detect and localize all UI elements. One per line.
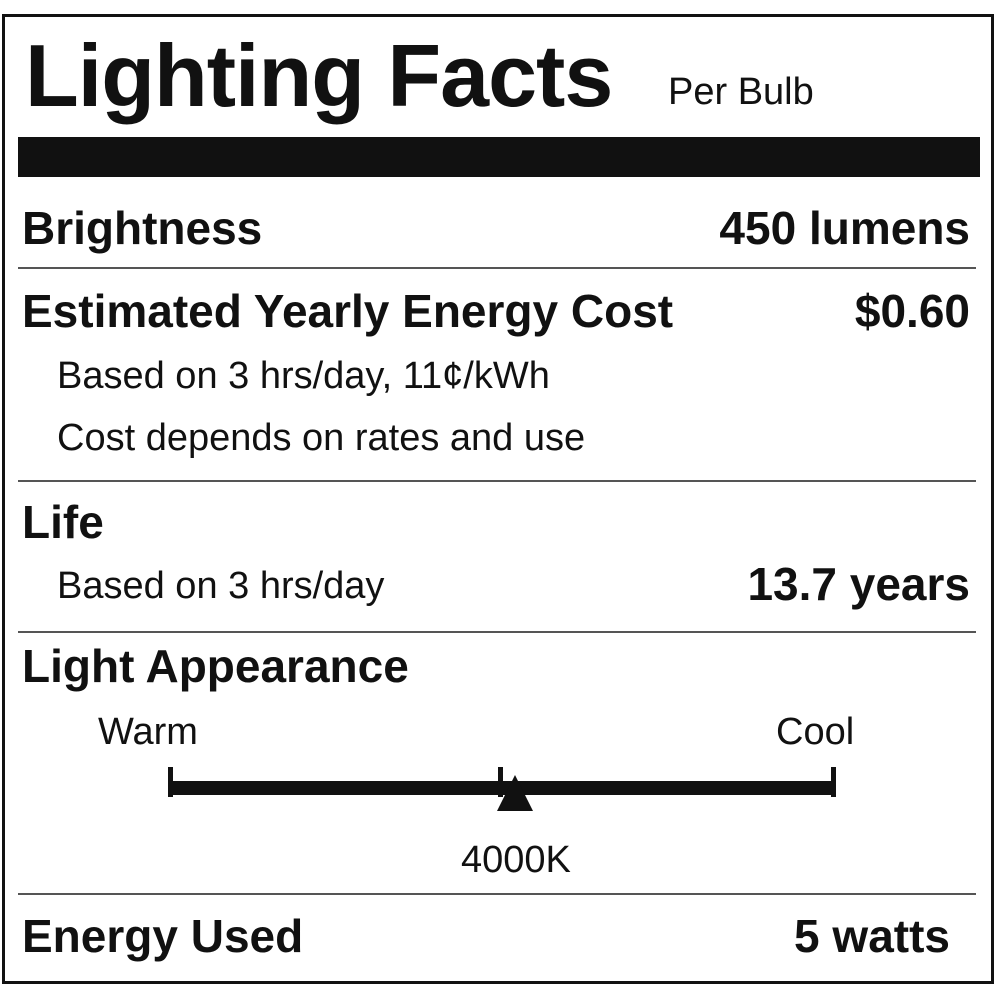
cool-label: Cool	[776, 711, 855, 753]
cost-note-basis: Based on 3 hrs/day, 11¢/kWh	[57, 355, 550, 397]
label-border	[2, 14, 994, 984]
color-temperature-value: 4000K	[461, 839, 571, 881]
life-note: Based on 3 hrs/day	[57, 565, 385, 607]
appearance-label: Light Appearance	[22, 640, 409, 692]
label-title: Lighting Facts	[25, 26, 613, 125]
cost-note-rates: Cost depends on rates and use	[57, 417, 586, 459]
scale-tick-cool	[831, 767, 836, 797]
warm-label: Warm	[98, 711, 198, 753]
label-subtitle: Per Bulb	[668, 71, 814, 113]
life-label: Life	[22, 496, 104, 548]
divider	[18, 631, 976, 633]
brightness-value: 450 lumens	[719, 202, 970, 254]
scale-tick-warm	[168, 767, 173, 797]
energy-value: 5 watts	[794, 910, 950, 962]
title-rule	[18, 137, 980, 177]
color-temperature-marker-icon	[497, 775, 534, 811]
brightness-label: Brightness	[22, 202, 263, 254]
divider	[18, 893, 976, 895]
energy-label: Energy Used	[22, 910, 304, 962]
divider	[18, 480, 976, 482]
life-value: 13.7 years	[747, 558, 970, 610]
cost-label: Estimated Yearly Energy Cost	[22, 285, 674, 337]
cost-value: $0.60	[854, 285, 970, 337]
divider	[18, 267, 976, 269]
